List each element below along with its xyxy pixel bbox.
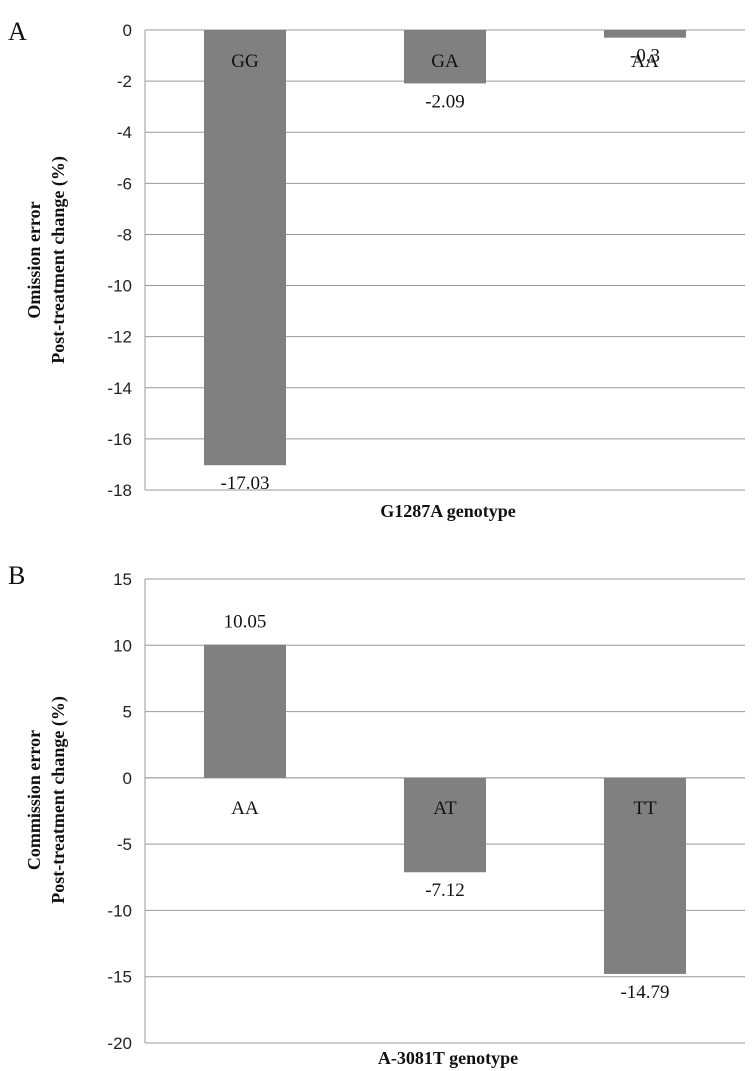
y-tick-label: -8 (117, 225, 132, 244)
y-axis-title-b-line1: Commission error (24, 730, 44, 870)
y-tick-label: -5 (117, 835, 132, 854)
y-tick-label: -6 (117, 174, 132, 193)
category-label: TT (633, 798, 657, 819)
y-tick-label: 0 (123, 769, 132, 788)
y-axis-title-a-line1: Omission error (24, 201, 44, 318)
data-label: -2.09 (425, 91, 465, 112)
y-axis-title-a-line2: Post-treatment change (%) (48, 156, 69, 364)
y-tick-label: -15 (107, 968, 132, 987)
category-label: AA (231, 798, 259, 819)
data-label: -14.79 (620, 982, 669, 1003)
panel-label-b: B (8, 561, 25, 590)
y-tick-label: -10 (107, 901, 132, 920)
bar (404, 30, 486, 84)
labels-a: GG -17.03 GA -2.09 AA-0.3 (220, 46, 660, 495)
category-label: AT (433, 798, 457, 819)
bar (204, 30, 286, 466)
bar (604, 777, 686, 974)
panel-label-a: A (8, 17, 27, 46)
x-axis-title-b: A-3081T genotype (378, 1048, 518, 1068)
bar (204, 644, 286, 778)
y-tick-label: -4 (117, 123, 132, 142)
y-tick-label: -18 (107, 481, 132, 500)
bars-b (204, 644, 686, 974)
y-tick-label: 15 (113, 570, 132, 589)
y-tick-label: 10 (113, 636, 132, 655)
x-axis-title-a: G1287A genotype (380, 501, 516, 521)
bars-a (204, 30, 686, 466)
y-tick-label: -20 (107, 1034, 132, 1053)
data-label: -7.12 (425, 880, 465, 901)
y-tick-label: 0 (123, 21, 132, 40)
category-label: AA (631, 51, 659, 72)
category-label: GA (431, 51, 459, 72)
y-tick-label: 5 (123, 703, 132, 722)
y-tick-label: -2 (117, 72, 132, 91)
category-label: GG (231, 51, 259, 72)
chart-panel-a: A 0 -2 -4 -6 -8 -10 -12 -14 -16 -18 GG -17.03 GA -2.… (8, 17, 745, 521)
chart-panel-b: B 15 10 5 0 -5 -10 -15 -20 AA 10.05 AT -7.12 TT -14.… (8, 561, 745, 1068)
y-tick-label: -14 (107, 379, 132, 398)
data-label: -0.3 (630, 46, 660, 67)
data-label: -17.03 (220, 473, 269, 494)
y-tick-label: -16 (107, 430, 132, 449)
bar (404, 777, 486, 873)
y-tick-label: -12 (107, 328, 132, 347)
bar (604, 30, 686, 38)
y-axis-title-b-line2: Post-treatment change (%) (48, 696, 69, 904)
axis-a: 0 -2 -4 -6 -8 -10 -12 -14 -16 -18 (107, 21, 745, 500)
data-label: 10.05 (224, 612, 267, 633)
y-tick-label: -10 (107, 277, 132, 296)
labels-b: AA 10.05 AT -7.12 TT -14.79 (224, 612, 670, 1003)
